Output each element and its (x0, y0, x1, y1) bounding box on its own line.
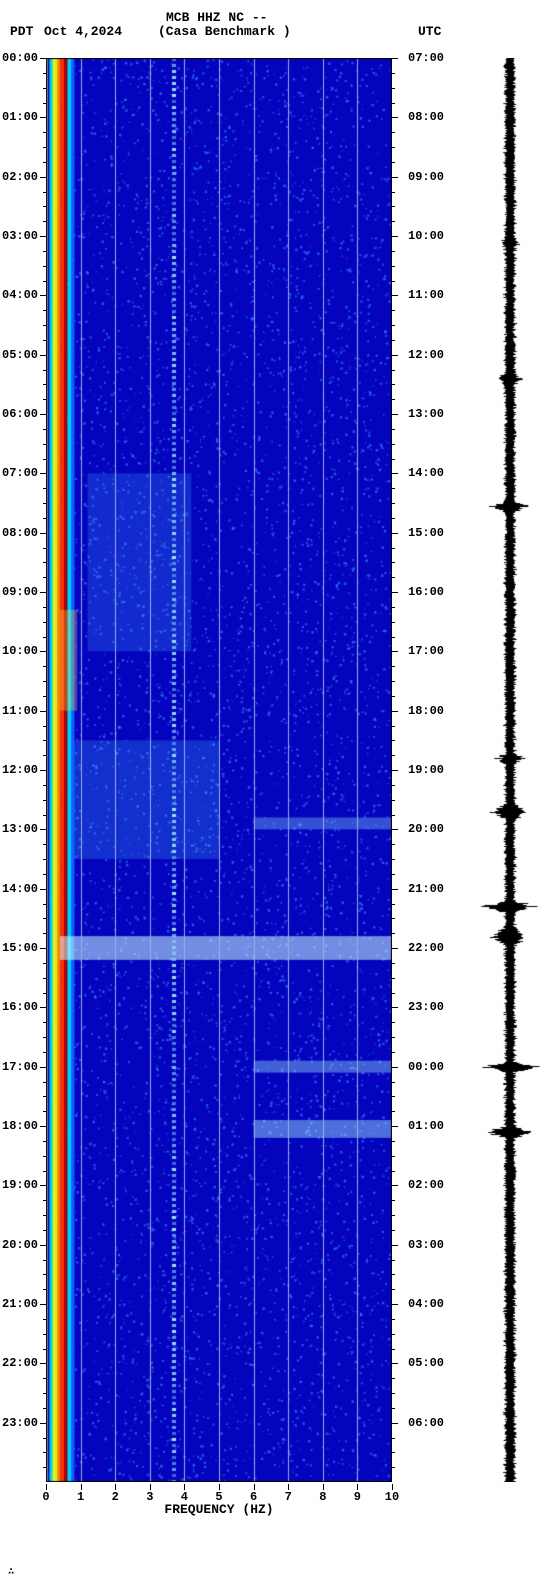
utc-tick-label: 21:00 (408, 882, 444, 896)
utc-tick-label: 08:00 (408, 110, 444, 124)
utc-tick-label: 13:00 (408, 407, 444, 421)
pdt-tick-label: 13:00 (2, 822, 38, 836)
pdt-tick-label: 01:00 (2, 110, 38, 124)
utc-tick-label: 11:00 (408, 288, 444, 302)
utc-tick-label: 18:00 (408, 704, 444, 718)
waveform-plot (478, 58, 542, 1482)
frequency-axis: 012345678910 FREQUENCY (HZ) (46, 1484, 392, 1524)
utc-tick-label: 17:00 (408, 644, 444, 658)
spectrogram-canvas (46, 58, 392, 1482)
pdt-tick-label: 15:00 (2, 941, 38, 955)
utc-tick-label: 03:00 (408, 1238, 444, 1252)
utc-tick-label: 15:00 (408, 526, 444, 540)
chart-stage: PDT Oct 4,2024 MCB HHZ NC -- (Casa Bench… (0, 0, 552, 1584)
utc-tick-label: 14:00 (408, 466, 444, 480)
pdt-tick-label: 22:00 (2, 1356, 38, 1370)
pdt-tick-label: 06:00 (2, 407, 38, 421)
pdt-tick-label: 07:00 (2, 466, 38, 480)
utc-tick-label: 10:00 (408, 229, 444, 243)
utc-tick-label: 05:00 (408, 1356, 444, 1370)
utc-tick-label: 09:00 (408, 170, 444, 184)
pdt-tick-label: 10:00 (2, 644, 38, 658)
utc-tick-label: 20:00 (408, 822, 444, 836)
utc-tick-label: 12:00 (408, 348, 444, 362)
pdt-tick-label: 03:00 (2, 229, 38, 243)
utc-tick-label: 23:00 (408, 1000, 444, 1014)
utc-axis: 07:0008:0009:0010:0011:0012:0013:0014:00… (400, 58, 460, 1482)
pdt-tick-label: 19:00 (2, 1178, 38, 1192)
pdt-tick-label: 14:00 (2, 882, 38, 896)
utc-tick-label: 02:00 (408, 1178, 444, 1192)
utc-tick-label: 04:00 (408, 1297, 444, 1311)
utc-tick-label: 19:00 (408, 763, 444, 777)
pdt-tick-label: 16:00 (2, 1000, 38, 1014)
header-right-zone: UTC (418, 24, 441, 39)
pdt-tick-label: 23:00 (2, 1416, 38, 1430)
pdt-tick-label: 04:00 (2, 288, 38, 302)
pdt-tick-label: 21:00 (2, 1297, 38, 1311)
spectrogram-plot (46, 58, 392, 1482)
pdt-tick-label: 09:00 (2, 585, 38, 599)
pdt-tick-label: 00:00 (2, 51, 38, 65)
header-date: Oct 4,2024 (44, 24, 122, 39)
pdt-tick-label: 18:00 (2, 1119, 38, 1133)
pdt-tick-label: 11:00 (2, 704, 38, 718)
pdt-tick-label: 12:00 (2, 763, 38, 777)
footer-mark: ∴ (8, 1566, 14, 1578)
utc-tick-label: 07:00 (408, 51, 444, 65)
waveform-canvas (478, 58, 542, 1482)
pdt-tick-label: 05:00 (2, 348, 38, 362)
pdt-tick-label: 20:00 (2, 1238, 38, 1252)
pdt-tick-label: 17:00 (2, 1060, 38, 1074)
header-title2: (Casa Benchmark ) (158, 24, 291, 39)
header-left-zone: PDT (10, 24, 33, 39)
header-title1: MCB HHZ NC -- (166, 10, 267, 25)
utc-tick-label: 16:00 (408, 585, 444, 599)
pdt-tick-label: 08:00 (2, 526, 38, 540)
pdt-tick-label: 02:00 (2, 170, 38, 184)
utc-tick-label: 06:00 (408, 1416, 444, 1430)
utc-tick-label: 22:00 (408, 941, 444, 955)
x-axis-label: FREQUENCY (HZ) (46, 1502, 392, 1517)
utc-tick-label: 01:00 (408, 1119, 444, 1133)
utc-tick-label: 00:00 (408, 1060, 444, 1074)
